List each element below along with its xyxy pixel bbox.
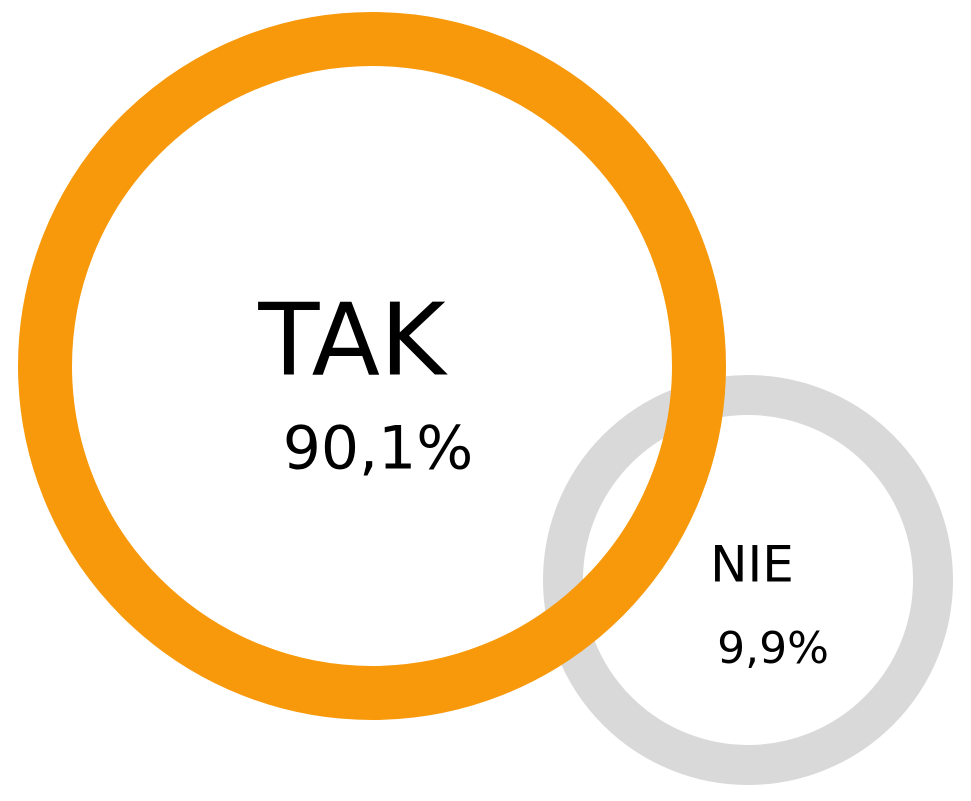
value-label: 90,1%: [283, 414, 474, 484]
ring: [543, 375, 953, 785]
rings: [18, 12, 953, 785]
labels: TAK 90,1% NIE 9,9%: [257, 281, 829, 674]
value-label: 9,9%: [717, 623, 829, 674]
category-label: NIE: [710, 536, 794, 594]
category-label: TAK: [257, 281, 448, 398]
ring: [18, 12, 726, 720]
